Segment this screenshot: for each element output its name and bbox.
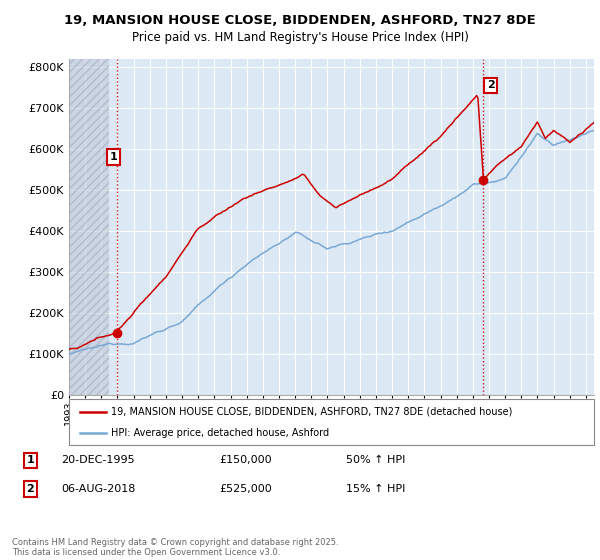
FancyBboxPatch shape — [69, 399, 594, 445]
Text: £525,000: £525,000 — [220, 484, 272, 494]
Text: 2: 2 — [26, 484, 34, 494]
Text: HPI: Average price, detached house, Ashford: HPI: Average price, detached house, Ashf… — [111, 428, 329, 438]
Text: Contains HM Land Registry data © Crown copyright and database right 2025.
This d: Contains HM Land Registry data © Crown c… — [12, 538, 338, 557]
Text: 1: 1 — [110, 152, 118, 162]
Text: 15% ↑ HPI: 15% ↑ HPI — [346, 484, 406, 494]
Text: Price paid vs. HM Land Registry's House Price Index (HPI): Price paid vs. HM Land Registry's House … — [131, 31, 469, 44]
Text: 19, MANSION HOUSE CLOSE, BIDDENDEN, ASHFORD, TN27 8DE (detached house): 19, MANSION HOUSE CLOSE, BIDDENDEN, ASHF… — [111, 407, 512, 417]
Text: 1: 1 — [26, 455, 34, 465]
Text: £150,000: £150,000 — [220, 455, 272, 465]
Text: 20-DEC-1995: 20-DEC-1995 — [61, 455, 134, 465]
Text: 06-AUG-2018: 06-AUG-2018 — [61, 484, 136, 494]
Text: 50% ↑ HPI: 50% ↑ HPI — [346, 455, 406, 465]
Bar — [69, 59, 109, 395]
Text: 2: 2 — [487, 81, 494, 90]
Text: 19, MANSION HOUSE CLOSE, BIDDENDEN, ASHFORD, TN27 8DE: 19, MANSION HOUSE CLOSE, BIDDENDEN, ASHF… — [64, 14, 536, 27]
